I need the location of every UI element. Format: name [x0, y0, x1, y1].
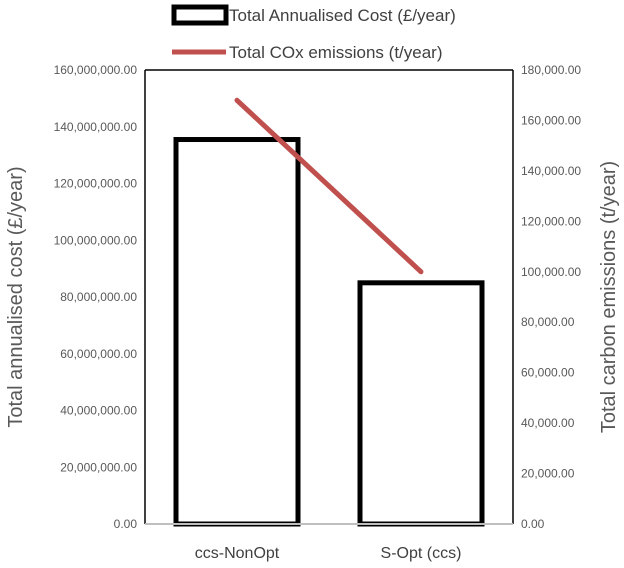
y-tick-label: 160,000,000.00: [54, 63, 138, 77]
y2-axis-title: Total carbon emissions (t/year): [598, 161, 620, 433]
plot-frame: [144, 69, 514, 524]
y2-tick-label: 120,000.00: [521, 214, 581, 228]
y2-tick-label: 80,000.00: [521, 315, 575, 329]
y-tick-label: 140,000,000.00: [54, 120, 138, 134]
legend-swatch-cost: [171, 4, 229, 26]
y2-tick-label: 20,000.00: [521, 467, 575, 481]
y2-tick-label: 60,000.00: [521, 366, 575, 380]
bars-layer: [173, 137, 485, 527]
y2-tick-label: 160,000.00: [521, 113, 581, 127]
y2-tick-label: 140,000.00: [521, 164, 581, 178]
y-tick-label: 20,000,000.00: [60, 460, 137, 474]
y-tick-label: 80,000,000.00: [60, 290, 137, 304]
right-tick-labels: 0.00 20,000.00 40,000.00 60,000.00 80,000.00…: [521, 63, 581, 531]
y2-tick-label: 0.00: [521, 517, 545, 531]
left-tick-labels: 0.00 20,000,000.00 40,000,000.00 60,000,000…: [54, 63, 138, 531]
bar-0: [173, 137, 301, 527]
legend: Total Annualised Cost (£/year) Total COx…: [171, 4, 456, 62]
category-label: ccs-NonOpt: [195, 545, 280, 562]
category-label: S-Opt (ccs): [381, 545, 462, 562]
y-tick-label: 60,000,000.00: [60, 347, 137, 361]
y2-tick-label: 40,000.00: [521, 416, 575, 430]
y-tick-label: 120,000,000.00: [54, 177, 138, 191]
y-tick-label: 40,000,000.00: [60, 404, 137, 418]
bar-1: [357, 280, 485, 527]
emissions-line: [234, 97, 424, 275]
y2-tick-label: 180,000.00: [521, 63, 581, 77]
y-axis-title: Total annualised cost (£/year): [5, 166, 27, 427]
legend-label-emissions: Total COx emissions (t/year): [229, 43, 443, 62]
y2-tick-label: 100,000.00: [521, 265, 581, 279]
y-tick-label: 100,000,000.00: [54, 233, 138, 247]
y-tick-label: 0.00: [114, 517, 138, 531]
category-labels: ccs-NonOpt S-Opt (ccs): [195, 545, 462, 562]
legend-label-cost: Total Annualised Cost (£/year): [229, 6, 456, 25]
line-layer: [234, 97, 424, 275]
